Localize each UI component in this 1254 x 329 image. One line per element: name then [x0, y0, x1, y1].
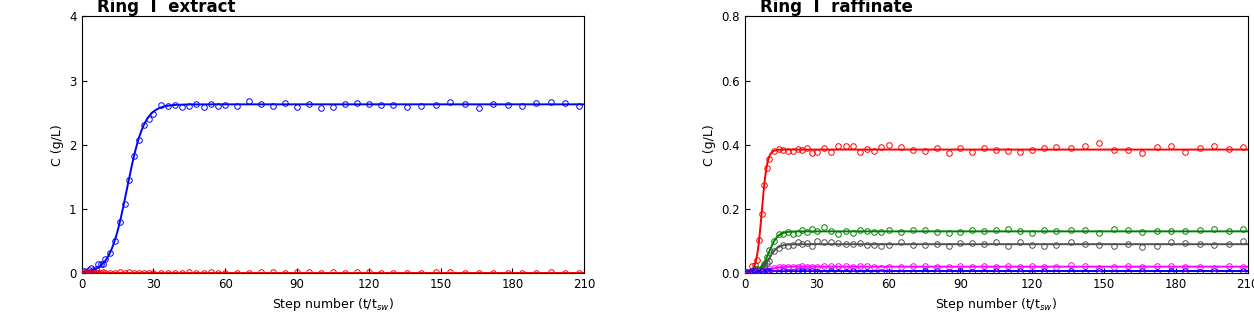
Y-axis label: C (g/L): C (g/L)	[50, 124, 64, 165]
Text: Ring  I  raffinate: Ring I raffinate	[760, 0, 913, 16]
Y-axis label: C (g/L): C (g/L)	[703, 124, 716, 165]
Text: Ring  I  extract: Ring I extract	[97, 0, 234, 16]
X-axis label: Step number (t/t$_{sw}$): Step number (t/t$_{sw}$)	[272, 296, 394, 314]
X-axis label: Step number (t/t$_{sw}$): Step number (t/t$_{sw}$)	[935, 296, 1057, 314]
